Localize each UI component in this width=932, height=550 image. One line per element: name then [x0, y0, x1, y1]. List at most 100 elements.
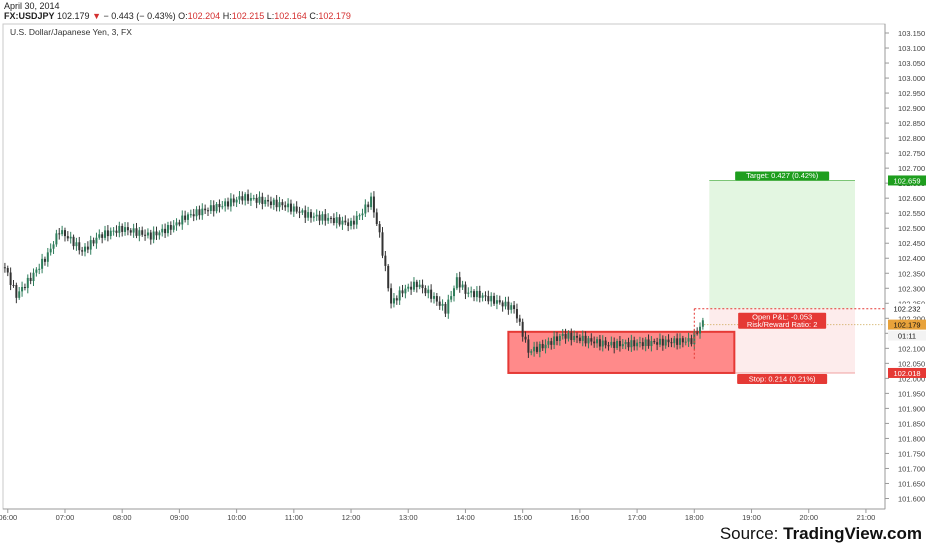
y-tick-label: 102.100 [898, 344, 925, 353]
candle-down [564, 333, 567, 339]
candle-up [235, 199, 238, 203]
candle-up [69, 236, 72, 239]
candle-down [375, 212, 378, 225]
candle-down [267, 199, 270, 202]
y-tick-label: 102.700 [898, 164, 925, 173]
target-price-tag: 102.659 [893, 176, 920, 185]
candle-down [521, 321, 524, 337]
candle-down [430, 289, 433, 299]
candle-down [661, 338, 664, 346]
source-name[interactable]: TradingView.com [783, 524, 922, 543]
candle-down [555, 336, 558, 341]
x-tick-label: 13:00 [399, 513, 418, 522]
candle-down [598, 339, 601, 347]
x-tick-label: 11:00 [285, 513, 303, 522]
candle-down [584, 335, 587, 344]
candle-down [618, 341, 621, 347]
candle-up [398, 290, 401, 301]
candle-up [109, 230, 112, 237]
candle-up [181, 215, 184, 225]
current-price-tag-box [888, 319, 926, 330]
candle-up [98, 234, 101, 238]
x-tick-label: 07:00 [56, 513, 75, 522]
candle-down [232, 198, 235, 203]
candle-down [115, 230, 118, 233]
stop-price-tag-box [888, 367, 926, 378]
candle-up [172, 225, 175, 230]
x-tick-label: 21:00 [857, 513, 876, 522]
stop-label-box[interactable] [737, 373, 828, 384]
low-label: L: [266, 11, 275, 21]
candle-up [547, 341, 550, 345]
candle-down [309, 212, 312, 218]
candle-up [104, 230, 107, 238]
candle-down [390, 288, 393, 304]
candle-down [3, 267, 6, 269]
candle-up [166, 225, 169, 234]
candle-down [444, 303, 447, 314]
candle-up [278, 202, 281, 208]
candle-down [29, 277, 32, 282]
candle-down [424, 288, 427, 294]
open-pnl-box[interactable] [738, 312, 827, 329]
candle-down [438, 301, 441, 306]
candle-down [570, 332, 573, 341]
candle-up [32, 272, 35, 282]
candle-up [455, 277, 458, 289]
candle-up [687, 338, 690, 342]
y-tick-label: 103.150 [898, 29, 925, 38]
candle-down [604, 340, 607, 346]
candle-down [656, 342, 659, 345]
candle-up [490, 295, 493, 302]
candle-down [101, 234, 104, 238]
candle-up [132, 228, 135, 233]
candle-down [23, 287, 26, 289]
candle-down [169, 225, 172, 230]
candle-up [312, 216, 315, 218]
candle-down [255, 197, 258, 203]
candle-up [18, 291, 21, 298]
candle-up [470, 291, 473, 293]
candle-up [699, 326, 702, 334]
candle-down [247, 194, 250, 201]
target-label: Target: 0.427 (0.42%) [746, 171, 819, 180]
candle-down [647, 339, 650, 347]
candle-up [229, 198, 232, 207]
candle-up [221, 206, 224, 208]
candle-up [673, 338, 676, 344]
candle-down [653, 341, 656, 343]
candle-down [344, 220, 347, 223]
target-label-box[interactable] [735, 171, 830, 181]
target-zone [709, 180, 855, 309]
candle-up [510, 305, 513, 310]
candle-down [484, 295, 487, 297]
candle-up [624, 342, 627, 345]
candle-down [627, 342, 630, 348]
candle-up [601, 340, 604, 347]
stop-price-tag: 102.018 [893, 369, 920, 378]
candle-up [209, 205, 212, 211]
y-tick-label: 102.550 [898, 209, 925, 218]
symbol-name[interactable]: FX:USDJPY [4, 11, 55, 21]
candle-up [504, 301, 507, 307]
y-tick-label: 101.900 [898, 404, 925, 413]
candle-up [364, 204, 367, 214]
candle-down [204, 208, 207, 211]
candle-down [324, 214, 327, 221]
candle-up [287, 203, 290, 208]
close-label: C: [309, 11, 319, 21]
candle-up [441, 303, 444, 306]
y-tick-label: 101.650 [898, 479, 925, 488]
candle-up [41, 258, 44, 269]
candle-down [384, 255, 387, 266]
candle-down [227, 201, 230, 207]
candle-down [541, 344, 544, 349]
candle-down [144, 234, 147, 236]
candle-down [378, 224, 381, 233]
candle-down [338, 217, 341, 225]
candle-up [26, 277, 29, 289]
candle-up [238, 196, 241, 200]
candle-up [252, 197, 255, 199]
candle-up [118, 225, 121, 233]
